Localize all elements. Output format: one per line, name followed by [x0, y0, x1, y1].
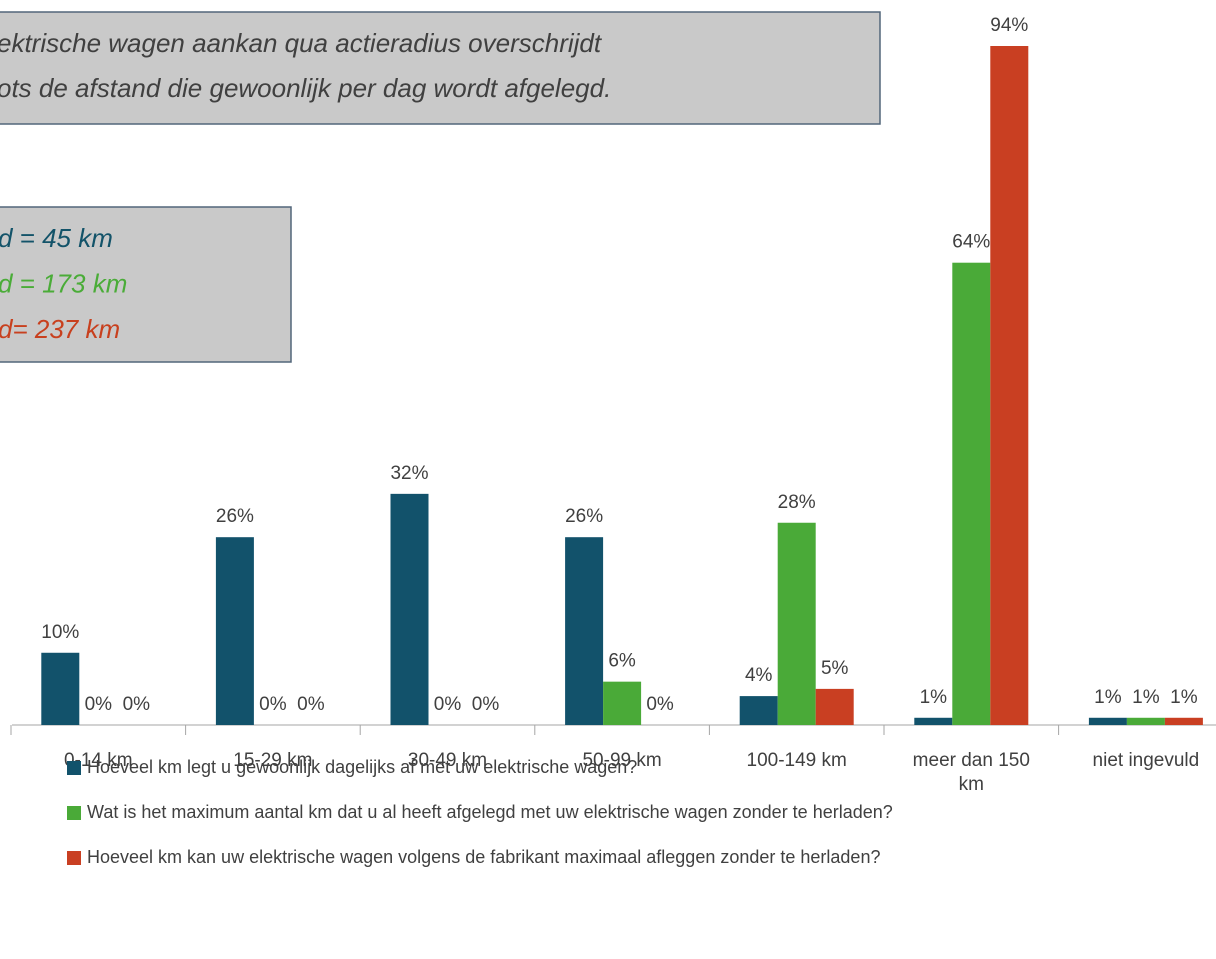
summary-box [0, 206, 292, 363]
annotation-text: ektrische wagen aankan qua actieradius o… [0, 28, 603, 58]
value-label: 0% [434, 694, 462, 715]
legend-swatch [67, 805, 81, 820]
legend-entry: Wat is het maximum aantal km dat u al he… [67, 802, 893, 823]
bar [952, 262, 991, 725]
x-tick-label: 50-99 km [582, 750, 662, 771]
annotation-text: ots de afstand die gewoonlijk per dag wo… [0, 73, 611, 103]
x-tick-label: 15-29 km [233, 750, 313, 771]
bar [777, 522, 816, 725]
value-label: 28% [778, 492, 816, 513]
legend-label: Hoeveel km legt u gewoonlijk dagelijks a… [87, 757, 638, 777]
summary-text: d = 173 km [0, 268, 127, 298]
bar [739, 696, 778, 725]
value-label: 32% [390, 463, 428, 484]
value-label: 26% [565, 506, 603, 527]
legend-entry: Hoeveel km legt u gewoonlijk dagelijks a… [67, 757, 637, 778]
value-label: 0% [85, 694, 113, 715]
x-tick-label: 30-49 km [407, 750, 488, 771]
bar [565, 537, 604, 725]
legend-swatch [67, 760, 81, 775]
value-label: 4% [745, 665, 773, 686]
x-tick-label: niet ingevuld [1092, 750, 1200, 771]
annotation-box [0, 11, 881, 125]
value-label: 26% [216, 506, 254, 527]
value-label: 0% [297, 694, 325, 715]
summary-text: d= 237 km [0, 314, 120, 344]
bar [990, 46, 1029, 725]
x-tick-label: 100-149 km [746, 750, 847, 771]
bar [914, 717, 953, 725]
value-label: 1% [1132, 687, 1160, 708]
legend-label: Wat is het maximum aantal km dat u al he… [87, 802, 893, 822]
x-tick-label: meer dan 150 km [912, 750, 1030, 795]
value-label: 1% [1094, 687, 1122, 708]
value-label: 6% [608, 651, 636, 672]
summary-text: d = 45 km [0, 223, 113, 253]
bar [390, 493, 429, 725]
bar [215, 537, 254, 725]
value-label: 0% [259, 694, 287, 715]
bar [1126, 717, 1165, 725]
value-label: 64% [952, 232, 990, 253]
legend-label: Hoeveel km kan uw elektrische wagen volg… [87, 847, 881, 867]
bar [603, 681, 642, 725]
legend-entry: Hoeveel km kan uw elektrische wagen volg… [67, 847, 880, 868]
value-label: 10% [41, 622, 79, 643]
value-label: 5% [821, 658, 849, 679]
value-label: 94% [990, 15, 1028, 36]
bar [41, 652, 80, 725]
value-label: 0% [123, 694, 151, 715]
bar [815, 688, 854, 725]
value-label: 0% [646, 694, 674, 715]
x-tick-label: 0-14 km [63, 750, 133, 771]
value-label: 0% [472, 694, 500, 715]
bar [1164, 717, 1203, 725]
value-label: 1% [920, 687, 948, 708]
legend-swatch [67, 850, 81, 865]
bar [1088, 717, 1127, 725]
value-label: 1% [1170, 687, 1198, 708]
